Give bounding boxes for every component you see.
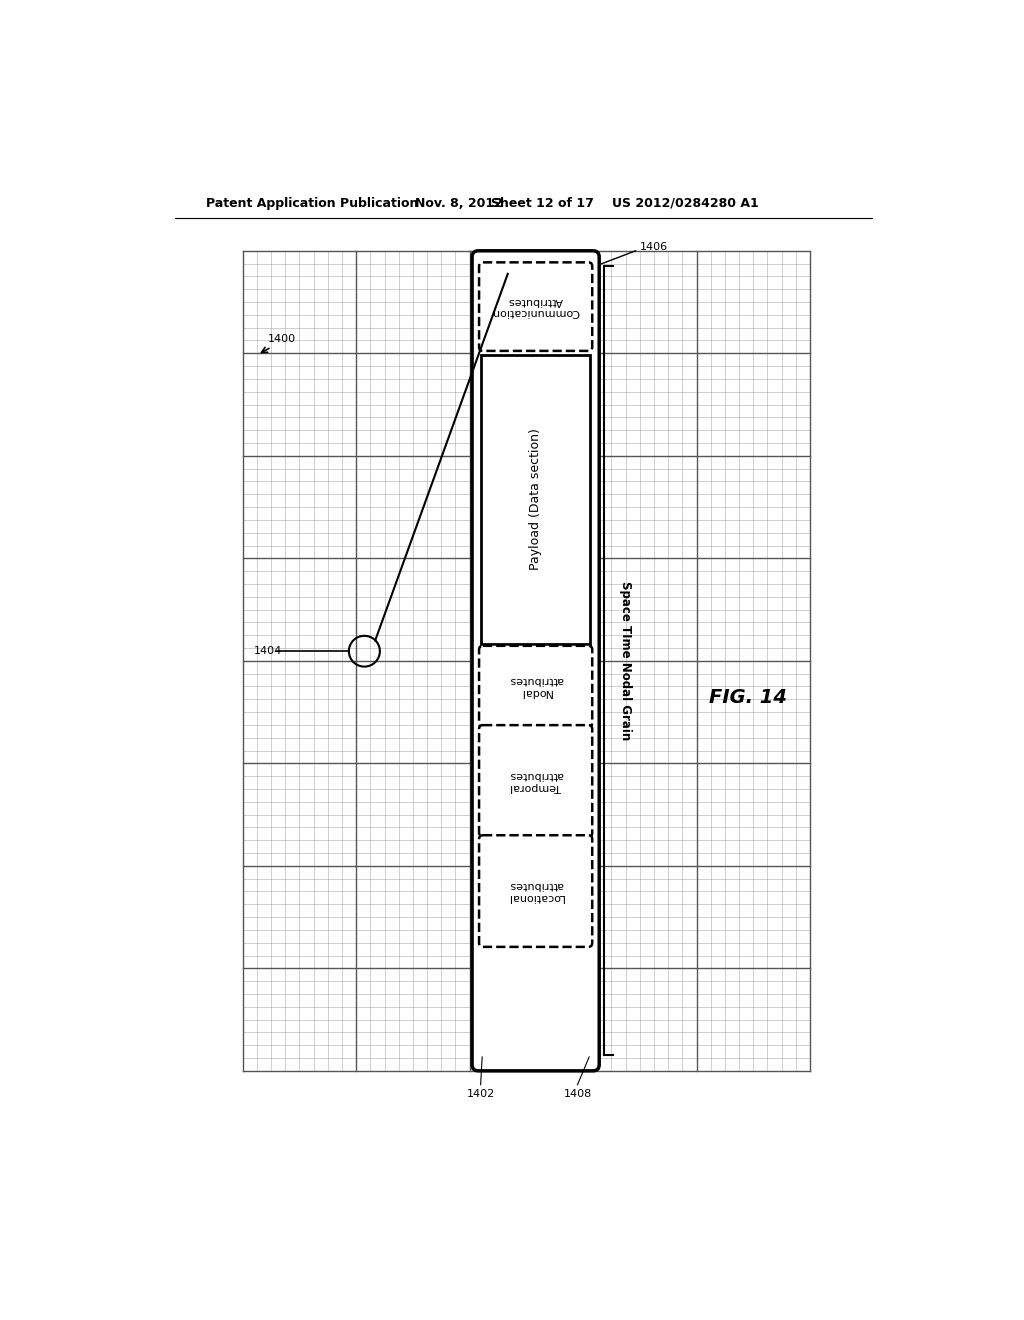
Text: Temporal
attributes: Temporal attributes <box>508 770 563 792</box>
Bar <box>481 355 590 644</box>
FancyBboxPatch shape <box>479 263 592 351</box>
Text: Communication
Attributes: Communication Attributes <box>492 296 580 317</box>
Text: US 2012/0284280 A1: US 2012/0284280 A1 <box>612 197 759 210</box>
Text: Patent Application Publication: Patent Application Publication <box>206 197 418 210</box>
Text: Payload (Data section): Payload (Data section) <box>529 428 542 570</box>
Text: 1406: 1406 <box>640 242 668 252</box>
Text: FIG. 14: FIG. 14 <box>709 688 787 708</box>
Text: 1408: 1408 <box>563 1089 592 1100</box>
FancyBboxPatch shape <box>479 725 592 837</box>
FancyBboxPatch shape <box>472 251 599 1071</box>
Text: 1400: 1400 <box>267 334 296 345</box>
FancyBboxPatch shape <box>479 645 592 726</box>
Text: Space TIme Nodal Grain: Space TIme Nodal Grain <box>620 581 633 741</box>
Text: Sheet 12 of 17: Sheet 12 of 17 <box>490 197 594 210</box>
Text: 1402: 1402 <box>467 1089 495 1100</box>
Text: 1404: 1404 <box>254 647 283 656</box>
Text: Locational
attributes: Locational attributes <box>507 880 564 902</box>
FancyBboxPatch shape <box>479 836 592 946</box>
Text: Nov. 8, 2012: Nov. 8, 2012 <box>415 197 503 210</box>
Text: Nodal
attributes: Nodal attributes <box>508 676 563 697</box>
